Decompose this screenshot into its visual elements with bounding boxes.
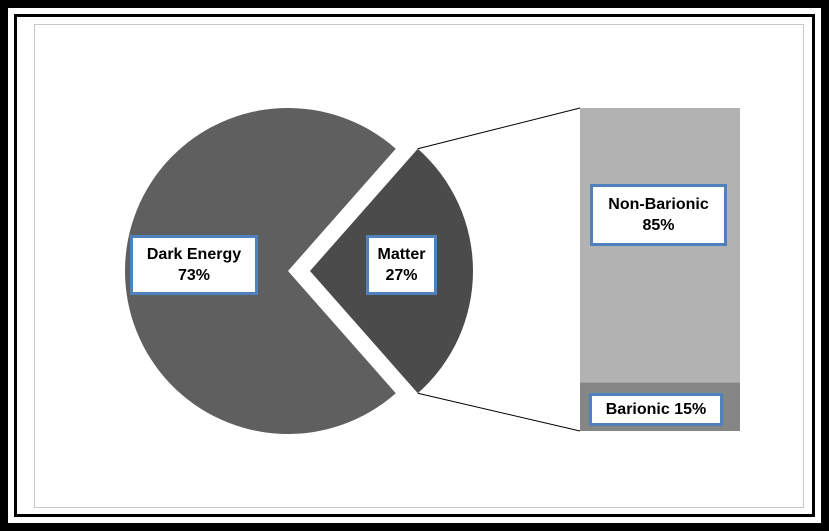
matter-label: Matter 27%	[366, 235, 437, 295]
frame-inner-left	[14, 14, 17, 517]
frame-inner-right	[812, 14, 815, 517]
frame-border-right	[821, 0, 829, 531]
frame-border-left	[0, 0, 8, 531]
dark-energy-name: Dark Energy	[146, 246, 242, 263]
frame-inner-bottom	[14, 514, 815, 517]
dark-energy-label: Dark Energy 73%	[130, 235, 258, 295]
frame-border-bottom	[0, 523, 829, 531]
pie-slice-dark-energy	[124, 107, 396, 434]
non-barionic-percent: 85%	[642, 217, 675, 234]
frame-inner-top	[14, 14, 815, 17]
barionic-label: Barionic 15%	[589, 393, 723, 426]
matter-percent: 27%	[385, 267, 418, 284]
non-barionic-label: Non-Barionic 85%	[590, 184, 727, 246]
frame-border-top	[0, 0, 829, 8]
barionic-text: Barionic 15%	[605, 401, 707, 418]
connector-line-top	[417, 107, 581, 150]
connector-lines	[417, 107, 581, 432]
connector-line-bottom	[417, 392, 581, 432]
plot-area-border	[34, 24, 804, 508]
dark-energy-percent: 73%	[177, 267, 211, 284]
matter-name: Matter	[377, 246, 426, 263]
breakdown-bar-group	[580, 108, 740, 431]
non-barionic-name: Non-Barionic	[608, 196, 709, 213]
